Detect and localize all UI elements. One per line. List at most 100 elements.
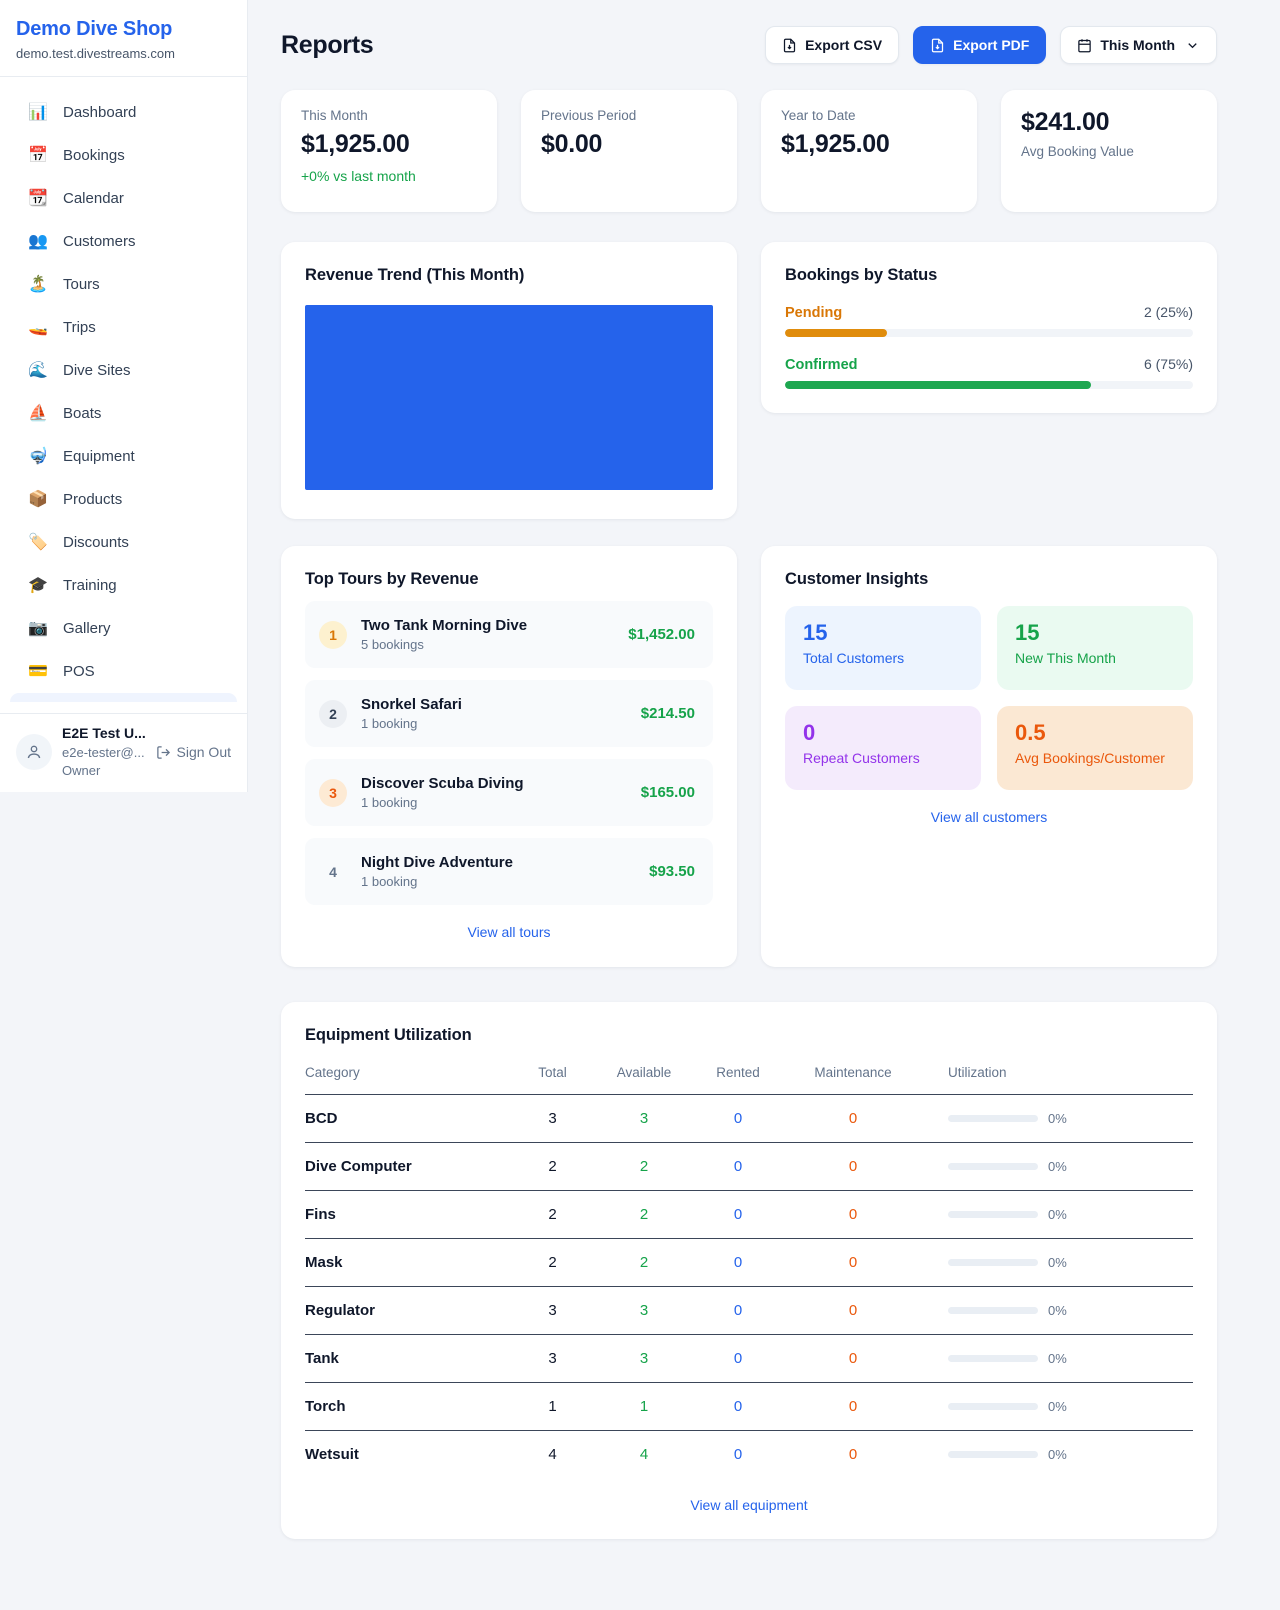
utilization-bar xyxy=(948,1259,1038,1266)
sidebar-item-training[interactable]: 🎓 Training xyxy=(0,564,247,607)
rank-badge: 4 xyxy=(319,857,347,886)
sidebar-item-label: Dive Sites xyxy=(63,362,131,379)
sidebar-item-discounts[interactable]: 🏷️ Discounts xyxy=(0,521,247,564)
sailboat-icon: ⛵ xyxy=(28,404,48,422)
wave-icon: 🌊 xyxy=(28,361,48,379)
insight-tile-new-this-month: 15 New This Month xyxy=(997,606,1193,690)
tour-bookings: 1 booking xyxy=(361,874,418,889)
sidebar-item-calendar[interactable]: 📆 Calendar xyxy=(0,177,247,220)
sign-out-button[interactable]: Sign Out xyxy=(156,744,231,760)
sidebar-item-products[interactable]: 📦 Products xyxy=(0,478,247,521)
cell-rented: 0 xyxy=(688,1142,788,1191)
sidebar-item-reports-partial[interactable] xyxy=(10,693,237,702)
export-pdf-button[interactable]: Export PDF xyxy=(913,26,1047,64)
table-row: Dive Computer 2 2 0 0 0% xyxy=(305,1142,1193,1191)
page-header: Reports Export CSV Export PDF This Month xyxy=(281,26,1217,64)
cell-available: 2 xyxy=(600,1190,688,1239)
sidebar-item-label: Customers xyxy=(63,233,136,250)
stat-delta: +0% vs last month xyxy=(301,168,416,184)
tour-name: Discover Scuba Diving xyxy=(361,775,524,792)
cell-maintenance: 0 xyxy=(788,1382,918,1431)
sidebar-item-customers[interactable]: 👥 Customers xyxy=(0,220,247,263)
sidebar-item-label: Dashboard xyxy=(63,104,137,121)
status-count-pending: 2 (25%) xyxy=(1143,304,1193,320)
status-label-pending: Pending xyxy=(785,305,843,321)
tag-icon: 🏷️ xyxy=(28,533,48,551)
tour-name: Night Dive Adventure xyxy=(361,854,513,871)
rank-badge: 3 xyxy=(319,778,347,807)
tour-amount: $214.50 xyxy=(640,705,695,722)
cell-maintenance: 0 xyxy=(788,1142,918,1191)
file-download-icon xyxy=(931,38,944,52)
insight-tile-avg-bookings: 0.5 Avg Bookings/Customer xyxy=(997,706,1193,790)
sidebar-item-pos[interactable]: 💳 POS xyxy=(0,650,247,693)
insight-label: New This Month xyxy=(1015,650,1116,666)
cell-category: BCD xyxy=(305,1094,505,1143)
utilization-percent: 0% xyxy=(1048,1399,1067,1414)
utilization-percent: 0% xyxy=(1048,1303,1067,1318)
sidebar-item-label: Equipment xyxy=(63,448,135,465)
sidebar-item-gallery[interactable]: 📷 Gallery xyxy=(0,607,247,650)
cell-category: Fins xyxy=(305,1190,505,1239)
cell-rented: 0 xyxy=(688,1094,788,1143)
island-icon: 🏝️ xyxy=(28,275,48,293)
column-header-rented: Rented xyxy=(688,1057,788,1095)
export-csv-label: Export CSV xyxy=(805,37,883,53)
sidebar-item-tours[interactable]: 🏝️ Tours xyxy=(0,263,247,306)
status-bar-pending xyxy=(785,329,887,337)
utilization-bar xyxy=(948,1307,1038,1314)
chevron-down-icon xyxy=(1188,42,1197,48)
cell-available: 2 xyxy=(600,1238,688,1287)
view-all-tours-link[interactable]: View all tours xyxy=(467,924,551,940)
export-csv-button[interactable]: Export CSV xyxy=(765,26,900,64)
utilization-percent: 0% xyxy=(1048,1207,1067,1222)
cell-rented: 0 xyxy=(733,1446,743,1463)
sidebar-item-equipment[interactable]: 🤿 Equipment xyxy=(0,435,247,478)
status-count-confirmed: 6 (75%) xyxy=(1143,356,1193,372)
cell-category: Tank xyxy=(305,1334,505,1383)
revenue-trend-card: Revenue Trend (This Month) xyxy=(281,242,737,519)
view-all-customers-link[interactable]: View all customers xyxy=(930,809,1048,825)
cell-category: Torch xyxy=(305,1382,505,1431)
stat-cards: This Month $1,925.00 +0% vs last month P… xyxy=(281,90,1217,212)
graduation-cap-icon: 🎓 xyxy=(28,576,48,594)
revenue-trend-title: Revenue Trend (This Month) xyxy=(305,266,525,284)
period-dropdown[interactable]: This Month xyxy=(1060,26,1217,64)
revenue-trend-chart xyxy=(305,305,713,490)
user-name: E2E Test U... xyxy=(62,725,146,741)
diving-mask-icon: 🤿 xyxy=(28,447,48,465)
sidebar-item-boats[interactable]: ⛵ Boats xyxy=(0,392,247,435)
cell-total: 4 xyxy=(548,1446,557,1463)
user-panel: E2E Test U... e2e-tester@... Sign Out Ow… xyxy=(0,713,247,792)
bookings-by-status-title: Bookings by Status xyxy=(785,266,938,284)
column-header-maintenance: Maintenance xyxy=(788,1057,918,1095)
main-area: Reports Export CSV Export PDF This Month xyxy=(248,0,1280,1610)
utilization-percent: 0% xyxy=(1048,1159,1067,1174)
cell-available: 1 xyxy=(600,1382,688,1431)
tour-bookings: 1 booking xyxy=(361,716,418,731)
sidebar-item-label: Calendar xyxy=(63,190,124,207)
sidebar-item-dashboard[interactable]: 📊 Dashboard xyxy=(0,91,247,134)
sidebar-item-label: Discounts xyxy=(63,534,129,551)
sidebar-nav: 📊 Dashboard 📅 Bookings 📆 Calendar 👥 Customer… xyxy=(0,77,247,713)
sidebar-item-trips[interactable]: 🚤 Trips xyxy=(0,306,247,349)
insight-label: Avg Bookings/Customer xyxy=(1015,750,1165,766)
shop-name: Demo Dive Shop xyxy=(16,18,173,40)
status-bar-track xyxy=(785,381,1193,389)
sidebar-item-dive-sites[interactable]: 🌊 Dive Sites xyxy=(0,349,247,392)
view-all-equipment-link[interactable]: View all equipment xyxy=(690,1497,808,1513)
credit-card-icon: 💳 xyxy=(28,662,48,680)
tour-amount: $165.00 xyxy=(640,784,695,801)
table-row: Mask 2 2 0 0 0% xyxy=(305,1238,1193,1287)
stat-label: Year to Date xyxy=(781,108,856,123)
table-row: BCD 3 3 0 0 0% xyxy=(305,1094,1193,1143)
sidebar-item-bookings[interactable]: 📅 Bookings xyxy=(0,134,247,177)
export-pdf-label: Export PDF xyxy=(953,37,1030,53)
cell-maintenance: 0 xyxy=(788,1094,918,1143)
status-label-confirmed: Confirmed xyxy=(785,357,858,373)
stat-card-this-month: This Month $1,925.00 +0% vs last month xyxy=(281,90,497,212)
cell-maintenance: 0 xyxy=(788,1190,918,1239)
cell-total: 1 xyxy=(505,1382,600,1431)
table-header-row: Category Total Available Rented Maintena… xyxy=(305,1057,1193,1095)
table-row: Regulator 3 3 0 0 0% xyxy=(305,1286,1193,1335)
